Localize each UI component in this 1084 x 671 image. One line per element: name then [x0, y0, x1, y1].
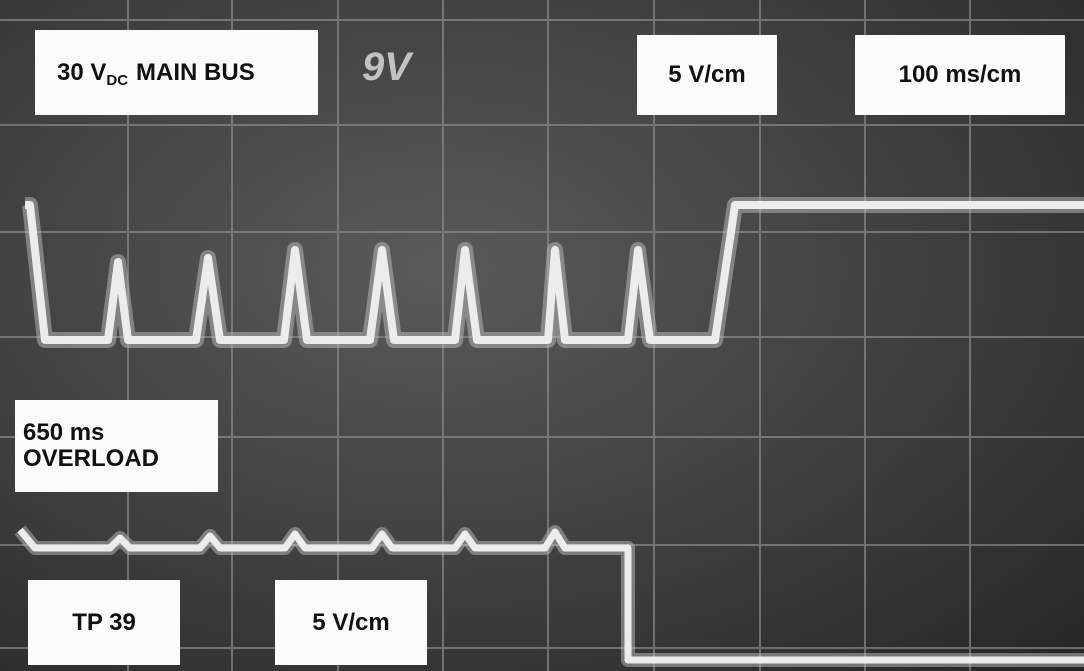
time-scale-label: 100 ms/cm — [855, 35, 1065, 115]
overload-label: 650 ms OVERLOAD — [15, 400, 218, 492]
page: 9V 30 VDC MAIN BUS 5 V/cm 100 ms/cm 650 m… — [0, 0, 1084, 671]
overload-line1: 650 ms — [23, 420, 104, 446]
top-scale-label: 5 V/cm — [637, 35, 777, 115]
bottom-scale-label: 5 V/cm — [275, 580, 427, 665]
scribble: 9V — [362, 45, 411, 90]
main-bus-text: 30 V — [57, 59, 106, 87]
probe-label: TP 39 — [28, 580, 180, 665]
main-bus-suffix: MAIN BUS — [136, 59, 255, 87]
oscilloscope-screen: 9V 30 VDC MAIN BUS 5 V/cm 100 ms/cm 650 m… — [0, 0, 1084, 671]
overload-line2: OVERLOAD — [23, 446, 159, 472]
main-bus-subscript: DC — [106, 72, 128, 89]
